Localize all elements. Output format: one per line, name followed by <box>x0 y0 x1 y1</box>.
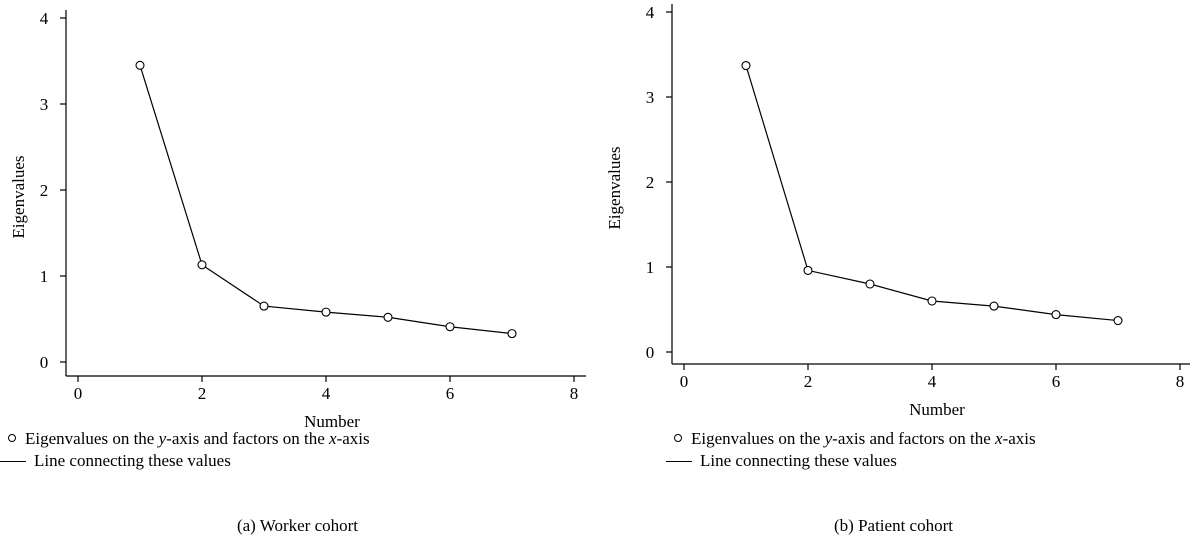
series-line <box>139 65 513 335</box>
x-axis-title: Number <box>304 412 360 431</box>
data-point <box>927 296 937 306</box>
data-point <box>1113 315 1123 326</box>
x-tick-label: 4 <box>928 372 937 391</box>
legend-marker-label: Eigenvalues on the y-axis and factors on… <box>25 429 370 448</box>
data-point <box>989 301 999 311</box>
data-point <box>321 307 331 317</box>
x-tick-label: 2 <box>198 384 207 403</box>
y-axis-title: Eigenvalues <box>605 146 624 229</box>
x-tick-label: 8 <box>570 384 579 403</box>
x-tick-label: 0 <box>74 384 83 403</box>
legend-marker-label: Eigenvalues on the y-axis and factors on… <box>691 429 1036 448</box>
x-tick-label: 6 <box>446 384 455 403</box>
y-tick-label: 3 <box>40 95 49 114</box>
data-point <box>1051 310 1061 320</box>
y-tick-label: 1 <box>646 258 655 277</box>
y-tick-label: 4 <box>646 3 655 22</box>
chart-panel-worker: 0 1 2 3 4 0 2 4 6 8 Number Eigenvalues Eigenvalues … <box>0 0 595 546</box>
circle-marker-icon <box>674 434 682 442</box>
data-point <box>135 60 145 70</box>
x-axis-title: Number <box>909 400 965 419</box>
data-point <box>803 265 813 275</box>
x-tick-label: 0 <box>680 372 689 391</box>
y-tick-label: 3 <box>646 88 655 107</box>
caption-worker: (a) Worker cohort <box>236 516 359 535</box>
scree-plot-patient: 0 1 2 3 4 0 2 4 6 8 Number Eigenvalues <box>605 3 1190 419</box>
y-axis-title: Eigenvalues <box>9 155 28 238</box>
data-point <box>507 329 517 339</box>
circle-marker-icon <box>8 434 16 442</box>
data-point <box>259 301 269 311</box>
y-tick-label: 2 <box>40 181 49 200</box>
x-tick-label: 8 <box>1176 372 1185 391</box>
legend-line-label: Line connecting these values <box>700 451 897 470</box>
line-symbol-icon <box>0 461 26 462</box>
data-point <box>865 279 875 289</box>
caption-patient: (b) Patient cohort <box>834 516 953 535</box>
y-tick-label: 0 <box>40 353 49 372</box>
data-point <box>445 322 455 332</box>
line-symbol-icon <box>666 461 692 462</box>
series-line <box>745 65 1119 322</box>
x-tick-label: 4 <box>322 384 331 403</box>
data-point <box>197 260 207 270</box>
y-tick-label: 0 <box>646 343 655 362</box>
x-tick-label: 2 <box>804 372 813 391</box>
x-tick-label: 6 <box>1052 372 1061 391</box>
y-tick-label: 1 <box>40 267 49 286</box>
data-point <box>741 61 751 71</box>
chart-panel-patient: 0 1 2 3 4 0 2 4 6 8 Number Eigenvalues Eigenvalues … <box>596 0 1191 546</box>
legend-line-label: Line connecting these values <box>34 451 231 470</box>
y-tick-label: 2 <box>646 173 655 192</box>
scree-plot-worker: 0 1 2 3 4 0 2 4 6 8 Number Eigenvalues <box>9 9 586 431</box>
y-tick-label: 4 <box>40 9 49 28</box>
data-point <box>383 312 393 322</box>
